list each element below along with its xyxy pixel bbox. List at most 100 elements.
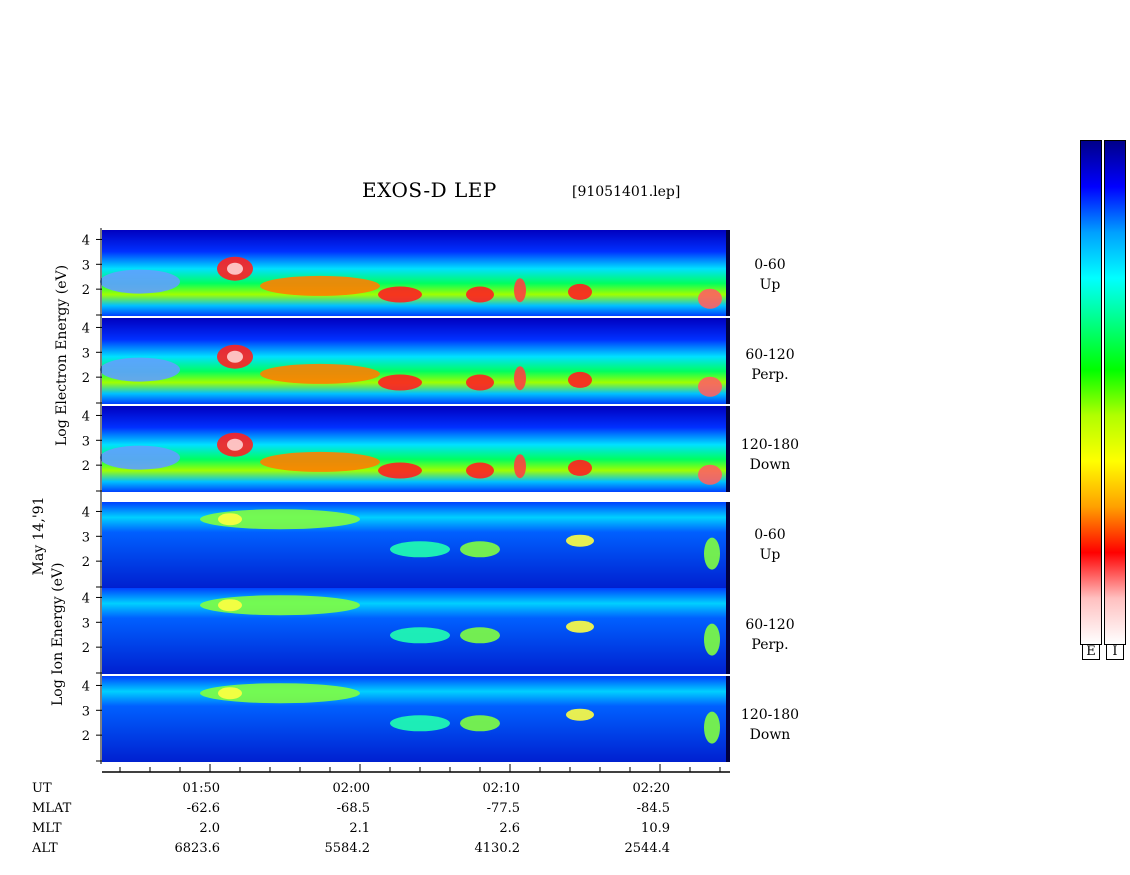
y-tick-label: 3 <box>82 704 90 719</box>
y-tick-label: 2 <box>82 555 90 570</box>
ion-axis-unit: (eV) <box>50 562 66 592</box>
spectrogram-panel-3 <box>102 406 726 492</box>
flux-feature <box>466 374 494 391</box>
x-col-mlt-value: 10.9 <box>641 821 670 836</box>
flux-feature <box>218 687 242 700</box>
electron-axis-word-2: Electron <box>54 354 70 415</box>
panel-edge <box>726 318 730 404</box>
panel-dir-5: Perp. <box>751 637 789 653</box>
flux-feature <box>566 534 594 547</box>
flux-feature <box>704 711 720 744</box>
electron-axis-label: Log Electron Energy (eV) <box>54 265 70 446</box>
x-col-alt-value: 4130.2 <box>474 841 521 856</box>
flux-feature <box>227 350 243 363</box>
panel-angle-1: 0-60 <box>754 257 786 273</box>
panel-dir-4: Up <box>759 547 781 563</box>
ion-axis-word-3: Energy <box>50 596 66 648</box>
flux-feature <box>466 462 494 479</box>
y-tick-label: 3 <box>82 434 90 449</box>
panel-label-2: 60-120 Perp. <box>735 345 805 385</box>
panel-edge <box>726 588 730 674</box>
flux-feature <box>390 627 450 644</box>
flux-feature <box>378 374 422 391</box>
spectrogram-panel-1 <box>102 230 726 316</box>
panel-angle-2: 60-120 <box>745 347 795 363</box>
panel-angle-5: 60-120 <box>745 617 795 633</box>
panel-label-6: 120-180 Down <box>735 705 805 745</box>
panel-angle-3: 120-180 <box>740 437 800 453</box>
flux-feature <box>227 438 243 451</box>
y-tick-label: 2 <box>82 371 90 386</box>
flux-feature <box>390 541 450 558</box>
file-label: [91051401.lep] <box>572 184 681 200</box>
panel-label-4: 0-60 Up <box>735 525 805 565</box>
flux-feature <box>218 513 242 526</box>
flux-feature <box>460 541 500 558</box>
ion-axis-word-2: Ion <box>50 651 66 675</box>
y-tick-label: 4 <box>82 591 90 606</box>
flux-feature <box>100 445 180 470</box>
x-col-mlat-value: -68.5 <box>336 801 370 816</box>
x-col-mlat-value: -62.6 <box>186 801 220 816</box>
flux-feature <box>227 262 243 275</box>
colorbar-ion <box>1104 140 1126 645</box>
flux-feature <box>460 627 500 644</box>
flux-feature <box>100 269 180 294</box>
x-col-mlat-value: -77.5 <box>486 801 520 816</box>
flux-feature <box>260 363 380 384</box>
x-col-mlat-value: -84.5 <box>636 801 670 816</box>
y-tick-label: 4 <box>82 505 90 520</box>
flux-feature <box>698 376 722 397</box>
x-col-alt-value: 2544.4 <box>624 841 671 856</box>
y-tick-label: 2 <box>82 641 90 656</box>
y-tick-label: 2 <box>82 729 90 744</box>
date-label: May 14,'91 <box>31 496 47 576</box>
flux-feature <box>218 599 242 612</box>
ion-axis-word-1: Log <box>50 679 66 706</box>
flux-feature <box>200 595 360 616</box>
panel-angle-6: 120-180 <box>740 707 800 723</box>
flux-feature <box>568 371 592 388</box>
flux-feature <box>566 620 594 633</box>
row-label-mlt: MLT <box>32 821 62 836</box>
flux-feature <box>200 683 360 704</box>
electron-axis-unit: (eV) <box>54 264 70 295</box>
spectrogram-panel-2 <box>102 318 726 404</box>
row-label-alt: ALT <box>32 841 58 856</box>
flux-feature <box>698 288 722 309</box>
flux-feature <box>466 286 494 303</box>
panel-angle-4: 0-60 <box>754 527 786 543</box>
electron-axis-word-3: Energy <box>54 298 70 350</box>
panel-edge <box>726 502 730 588</box>
y-tick-label: 3 <box>82 616 90 631</box>
flux-feature <box>100 357 180 382</box>
panel-label-3: 120-180 Down <box>735 435 805 475</box>
row-label-ut: UT <box>32 781 52 796</box>
colorbar-label-e: E <box>1082 644 1100 660</box>
flux-feature <box>568 283 592 300</box>
row-label-mlat: MLAT <box>32 801 72 816</box>
y-tick-label: 4 <box>82 409 90 424</box>
flux-feature <box>260 275 380 296</box>
colorbar-label-i: I <box>1106 644 1124 660</box>
flux-feature <box>460 715 500 732</box>
chart-title: EXOS-D LEP <box>362 178 497 202</box>
y-tick-label: 4 <box>82 321 90 336</box>
x-col-ut-value: 02:00 <box>332 781 370 796</box>
panel-dir-1: Up <box>759 277 781 293</box>
panel-label-5: 60-120 Perp. <box>735 615 805 655</box>
panel-dir-3: Down <box>749 457 791 473</box>
x-col-ut-value: 02:20 <box>632 781 670 796</box>
flux-feature <box>260 451 380 472</box>
y-tick-label: 3 <box>82 530 90 545</box>
flux-feature <box>378 462 422 479</box>
flux-feature <box>566 708 594 721</box>
flux-feature <box>704 537 720 570</box>
y-tick-label: 2 <box>82 459 90 474</box>
x-col-alt-value: 5584.2 <box>324 841 371 856</box>
x-col-mlt-value: 2.0 <box>199 821 220 836</box>
x-col-ut-value: 01:50 <box>182 781 220 796</box>
flux-feature <box>698 464 722 485</box>
y-tick-label: 2 <box>82 283 90 298</box>
